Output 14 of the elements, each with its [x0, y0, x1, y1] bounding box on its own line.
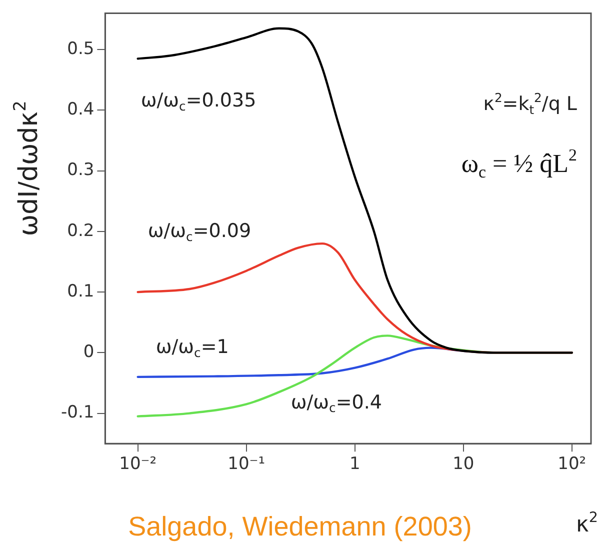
y-tick-label: -0.1: [61, 402, 94, 423]
y-axis-title: ωdI/dωdκ2: [9, 100, 44, 236]
y-tick-label: 0.1: [67, 281, 94, 302]
x-tick-label: 10⁻¹: [228, 454, 266, 474]
y-tick-label: 0.2: [67, 220, 94, 241]
text: Salgado, Wiedemann (2003): [128, 511, 472, 542]
y-tick-label: 0.4: [67, 100, 94, 120]
y-tick-label: 0.3: [67, 160, 94, 180]
y-tick-label: 0: [83, 342, 94, 362]
x-tick-label: 10: [452, 454, 474, 474]
x-tick-label: 10²: [558, 454, 586, 474]
x-tick-label: 1: [349, 454, 360, 474]
x-tick-label: 10⁻²: [119, 454, 157, 474]
y-tick-label: 0.5: [67, 38, 94, 59]
